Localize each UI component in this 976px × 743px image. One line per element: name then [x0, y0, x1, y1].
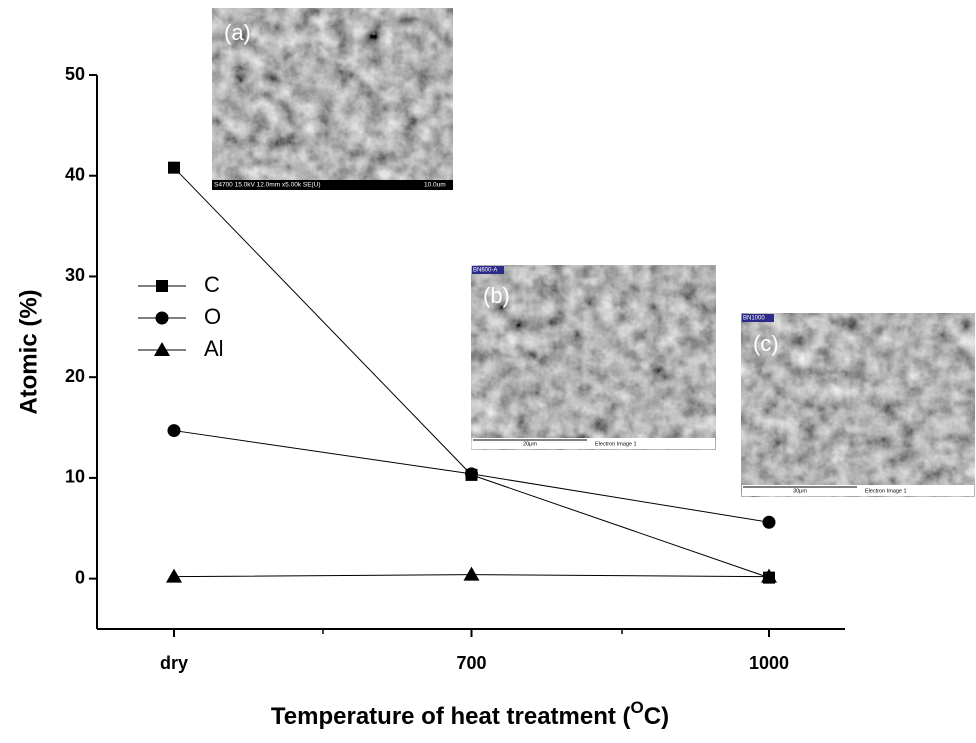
inset-label: (a) — [224, 20, 251, 45]
legend-marker — [154, 342, 170, 356]
x-tick-label: dry — [160, 653, 188, 673]
marker — [464, 567, 480, 581]
inset-caption: Electron Image 1 — [865, 488, 907, 494]
inset-caption: S4700 15.0kV 12.0mm x5.00k SE(U) — [214, 182, 321, 189]
marker — [465, 467, 478, 480]
y-axis-label: Atomic (%) — [15, 289, 42, 414]
inset-caption: 20μm — [523, 441, 537, 447]
x-axis-label-part: C) — [644, 703, 669, 730]
marker — [763, 516, 776, 529]
inset-caption: 10.0um — [424, 182, 446, 189]
y-tick-label: 20 — [65, 366, 85, 386]
sem-inset: (c) BN1000 30μm Electron Image 1 — [741, 313, 975, 497]
y-tick-label: 30 — [65, 265, 85, 285]
marker — [166, 569, 182, 583]
inset-label: (c) — [753, 331, 779, 356]
x-tick-label: 700 — [456, 653, 486, 673]
y-tick-label: 50 — [65, 64, 85, 84]
marker — [168, 162, 180, 174]
x-axis-label-part: Temperature of heat treatment ( — [271, 703, 631, 730]
legend-label: C — [204, 272, 220, 297]
legend-label: O — [204, 304, 221, 329]
inset-tag: BN600-A — [473, 268, 497, 274]
x-axis-label: Temperature of heat treatment (OC) — [271, 698, 669, 730]
sem-inset: (b) BN600-A 20μm Electron Image 1 — [471, 265, 716, 450]
legend-marker — [156, 280, 168, 292]
marker — [168, 424, 181, 437]
inset-tag: BN1000 — [743, 316, 765, 322]
inset-label: (b) — [483, 283, 510, 308]
legend-label: Al — [204, 336, 224, 361]
chart: Atomic (%) Temperature of heat treatment… — [0, 0, 976, 738]
sem-inset: (a) S4700 15.0kV 12.0mm x5.00k SE(U) 10.0u… — [212, 8, 453, 190]
y-tick-label: 40 — [65, 164, 85, 184]
x-axis-label-sup: O — [631, 698, 644, 717]
legend-marker — [156, 312, 169, 325]
x-tick-label: 1000 — [749, 653, 789, 673]
y-tick-label: 0 — [75, 567, 85, 587]
inset-caption: 30μm — [793, 488, 807, 494]
y-tick-label: 10 — [65, 467, 85, 487]
inset-caption: Electron Image 1 — [595, 441, 637, 447]
